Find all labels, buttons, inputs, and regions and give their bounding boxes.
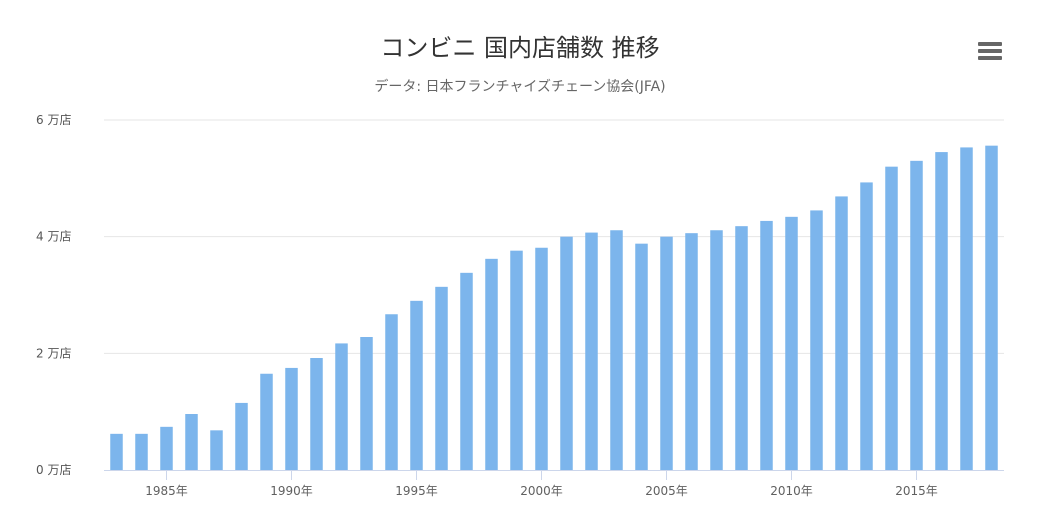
- grid-lines: [104, 119, 1004, 354]
- bar[interactable]: [210, 430, 223, 470]
- y-tick-label: 4 万店: [36, 230, 71, 244]
- bar[interactable]: [510, 250, 523, 470]
- bar[interactable]: [885, 166, 898, 470]
- bar[interactable]: [110, 433, 123, 470]
- bar[interactable]: [185, 414, 198, 470]
- bar[interactable]: [235, 402, 248, 470]
- x-tick-label: 1990年: [270, 484, 313, 498]
- bar[interactable]: [135, 433, 148, 470]
- bar[interactable]: [360, 337, 373, 470]
- x-tick-label: 2005年: [645, 484, 688, 498]
- hamburger-menu-icon: [978, 42, 1002, 60]
- bar[interactable]: [785, 216, 798, 470]
- y-axis: 0 万店 2 万店 4 万店 6 万店: [36, 113, 71, 477]
- bar[interactable]: [435, 286, 448, 470]
- bar[interactable]: [685, 233, 698, 470]
- bar[interactable]: [335, 343, 348, 470]
- bar[interactable]: [960, 147, 973, 470]
- bar[interactable]: [285, 367, 298, 470]
- chart-title: コンビニ 国内店舗数 推移: [380, 34, 660, 62]
- x-tick-label: 1985年: [145, 484, 188, 498]
- chart-subtitle: データ: 日本フランチャイズチェーン協会(JFA): [374, 79, 666, 95]
- bar[interactable]: [985, 145, 998, 470]
- bar[interactable]: [860, 182, 873, 470]
- x-tick-label: 2015年: [895, 484, 938, 498]
- x-tick-label: 1995年: [395, 484, 438, 498]
- bar[interactable]: [160, 426, 173, 470]
- x-tick-label: 2000年: [520, 484, 563, 498]
- bar[interactable]: [935, 152, 948, 471]
- bar[interactable]: [810, 210, 823, 470]
- bar[interactable]: [835, 196, 848, 470]
- chart-menu-button[interactable]: [973, 38, 1007, 66]
- bar[interactable]: [410, 300, 423, 470]
- bar[interactable]: [560, 236, 573, 470]
- y-tick-label: 6 万店: [36, 113, 71, 127]
- bar[interactable]: [310, 358, 323, 470]
- bar[interactable]: [735, 226, 748, 470]
- bar[interactable]: [660, 236, 673, 470]
- bar[interactable]: [910, 160, 923, 471]
- y-tick-label: 2 万店: [36, 346, 71, 360]
- x-axis: [104, 470, 1004, 480]
- bar[interactable]: [485, 258, 498, 470]
- bar[interactable]: [635, 243, 648, 470]
- bar[interactable]: [260, 373, 273, 470]
- x-tick-label: 2010年: [770, 484, 813, 498]
- x-axis-labels: 1985年 1990年 1995年 2000年 2005年 2010年 2015年: [145, 484, 938, 498]
- bar-series: [110, 145, 998, 471]
- bar[interactable]: [610, 230, 623, 470]
- bar[interactable]: [585, 232, 598, 470]
- bar[interactable]: [460, 272, 473, 470]
- bar[interactable]: [535, 247, 548, 470]
- bar[interactable]: [710, 230, 723, 470]
- bar[interactable]: [760, 220, 773, 470]
- y-tick-label: 0 万店: [36, 463, 71, 477]
- bar[interactable]: [385, 314, 398, 470]
